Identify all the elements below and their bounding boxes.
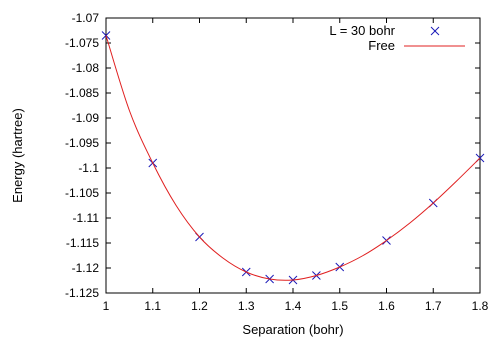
x-axis-title: Separation (bohr) [242, 322, 343, 337]
y-tick-label: -1.12 [72, 261, 100, 275]
legend-label: L = 30 bohr [329, 23, 395, 38]
y-tick-label: -1.07 [72, 11, 100, 25]
y-axis-title: Energy (hartree) [10, 108, 25, 203]
legend-label: Free [368, 38, 395, 53]
series-line-free [105, 35, 481, 281]
ticks-layer: 1 1.1 1.2 1.3 1.4 1.5 1.6 1.7 1.8 -1.125 -1.12 -1.1… [65, 11, 489, 313]
y-tick-label: -1.1 [78, 161, 99, 175]
x-tick-label: 1.8 [472, 299, 489, 313]
legend-entry: Free [368, 38, 465, 53]
x-tick-label: 1.7 [425, 299, 442, 313]
x-tick-label: 1 [103, 299, 110, 313]
y-tick-label: -1.08 [72, 61, 100, 75]
plot-frame-layer [105, 17, 481, 294]
legend-entry: L = 30 bohr [329, 23, 440, 38]
y-tick-label: -1.11 [73, 211, 100, 225]
x-tick-label: 1.5 [331, 299, 348, 313]
y-tick-label: -1.095 [65, 136, 99, 150]
y-tick-label: -1.105 [65, 186, 99, 200]
x-tick-label: 1.6 [378, 299, 395, 313]
x-tick-label: 1.3 [238, 299, 255, 313]
x-tick-label: 1.2 [191, 299, 208, 313]
x-tick-label: 1.1 [144, 299, 161, 313]
y-tick-label: -1.115 [66, 236, 99, 250]
legend-marker-sample [430, 26, 440, 36]
y-tick-label: -1.075 [65, 36, 99, 50]
plot-frame [105, 17, 481, 294]
y-tick-label: -1.125 [65, 286, 99, 300]
series-layer [101, 31, 485, 285]
x-tick-label: 1.4 [285, 299, 302, 313]
y-tick-label: -1.085 [65, 86, 99, 100]
y-tick-label: -1.09 [72, 111, 100, 125]
